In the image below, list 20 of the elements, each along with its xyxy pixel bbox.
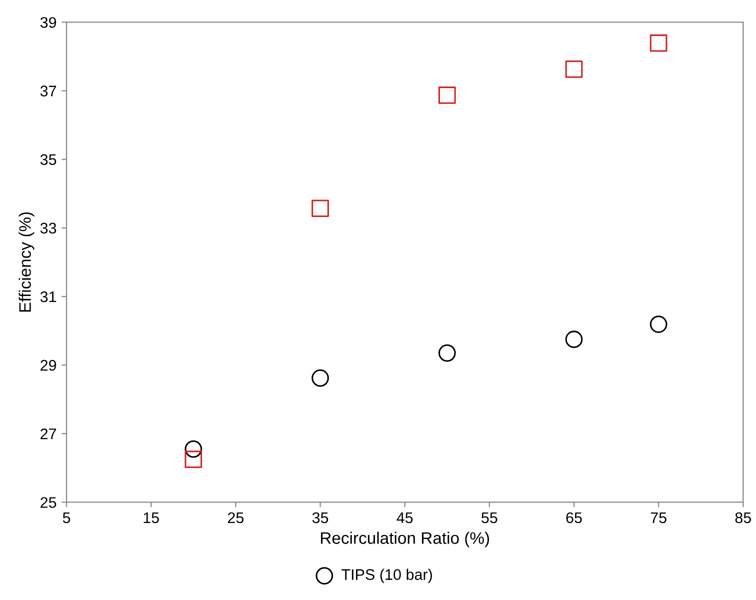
x-tick-label: 85 — [735, 512, 752, 524]
x-axis-title: Recirculation Ratio (%) — [320, 532, 490, 548]
y-tick-label: 29 — [40, 360, 56, 371]
y-tick-label: 35 — [40, 154, 56, 166]
y-tick-label: 31 — [40, 291, 56, 302]
y-tick-label: 25 — [40, 497, 56, 508]
y-axis-title: Efficiency (%) — [18, 212, 34, 312]
y-tick-label: 27 — [40, 428, 56, 440]
y-tick-label: 33 — [40, 222, 56, 234]
x-tick-label: 55 — [482, 512, 498, 524]
y-tick-label: 37 — [40, 86, 56, 96]
x-tick-label: 5 — [62, 512, 70, 524]
x-tick-label: 25 — [228, 512, 244, 524]
y-tick-label: 39 — [40, 17, 56, 28]
x-tick-label: 15 — [144, 512, 159, 524]
legend-label: TIPS (10 bar) — [342, 568, 432, 583]
x-tick-label: 75 — [650, 512, 666, 524]
x-tick-label: 45 — [396, 512, 413, 524]
x-tick-label: 65 — [566, 512, 582, 524]
x-tick-label: 35 — [312, 512, 328, 524]
